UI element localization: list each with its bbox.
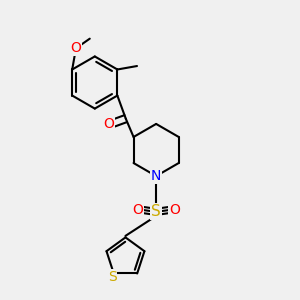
Text: N: N (151, 169, 161, 183)
Text: S: S (108, 269, 117, 284)
Text: O: O (103, 117, 114, 131)
Text: O: O (70, 41, 81, 55)
Text: O: O (169, 203, 180, 217)
Text: S: S (151, 204, 161, 219)
Text: O: O (132, 203, 143, 217)
